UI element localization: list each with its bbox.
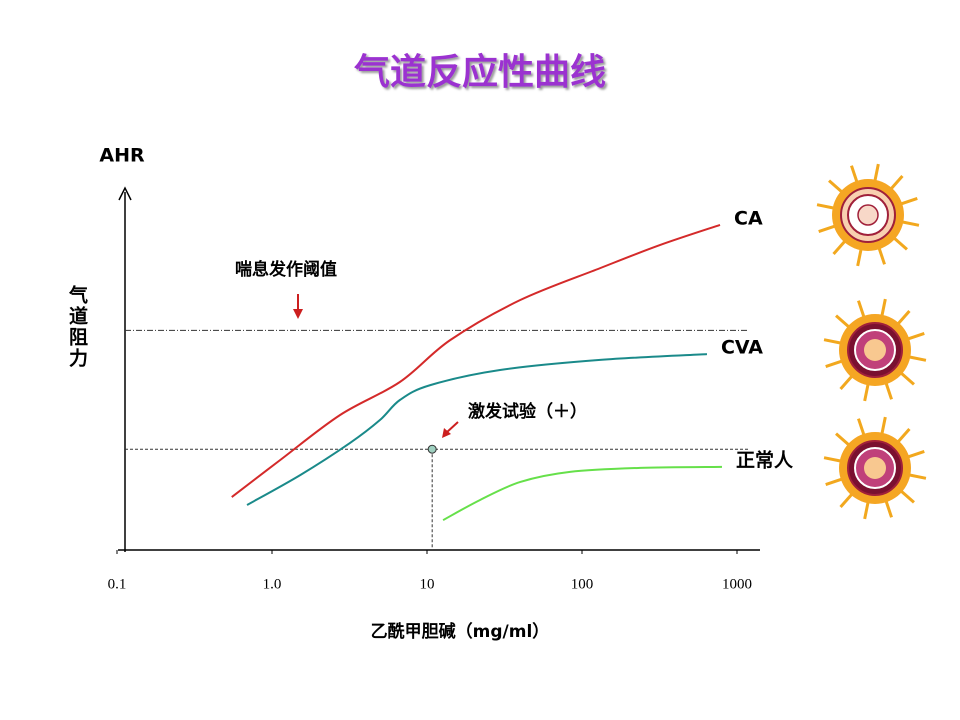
ray [823, 338, 842, 345]
series-line [442, 465, 722, 521]
ray [863, 501, 870, 520]
ray [835, 432, 851, 447]
x-tick-label: 10 [420, 576, 435, 592]
ray [889, 175, 904, 191]
ray [825, 359, 844, 368]
series-line [246, 353, 708, 506]
ray [818, 224, 837, 233]
series-label: 正常人 [736, 448, 794, 471]
arrow-head [293, 309, 303, 319]
x-tick-label: 100 [571, 576, 594, 592]
y-axis-label: 气道阻力 [66, 285, 88, 369]
ray [857, 418, 866, 437]
x-tick-label: 1.0 [263, 576, 282, 592]
ray [908, 355, 927, 362]
ray [906, 450, 925, 459]
ray [899, 371, 915, 386]
ray [823, 456, 842, 463]
ray [899, 489, 915, 504]
x-tick-label: 0.1 [108, 576, 127, 592]
y-axis-title: AHR [99, 145, 145, 167]
ray [896, 428, 911, 444]
ray [896, 310, 911, 326]
y-axis-arrow [118, 186, 132, 201]
ray [884, 381, 893, 400]
series-line [231, 223, 721, 498]
x-axis-label: 乙酰甲胆碱（mg/ml） [371, 621, 550, 642]
ray [816, 203, 835, 210]
airway-icons [816, 163, 927, 520]
ray [892, 236, 908, 251]
ray [850, 165, 859, 184]
ray [884, 499, 893, 518]
arrow-head [442, 428, 451, 438]
airway-lumen [857, 204, 879, 226]
ray [857, 300, 866, 319]
ray [880, 298, 887, 317]
ray [906, 332, 925, 341]
series-label: CA [734, 207, 763, 229]
ray [825, 477, 844, 486]
ray [873, 163, 880, 182]
ray [880, 416, 887, 435]
ray [856, 248, 863, 267]
x-tick-label: 1000 [722, 576, 752, 592]
threshold-label: 喘息发作阈值 [235, 259, 337, 280]
ray [832, 239, 847, 255]
test-point [427, 444, 437, 454]
ray [835, 314, 851, 329]
airway-lumen [864, 457, 886, 479]
ray [828, 179, 844, 194]
ray [901, 220, 920, 227]
ray [899, 197, 918, 206]
series-label: CVA [721, 337, 763, 359]
airway-lumen [864, 339, 886, 361]
test-label: 激发试验（＋） [468, 401, 587, 422]
ray [839, 374, 854, 390]
ray [877, 246, 886, 265]
ray [839, 492, 854, 508]
arrow [445, 421, 459, 434]
chart-title: 气道反应性曲线 [354, 52, 606, 93]
ray [863, 383, 870, 402]
ray [908, 473, 927, 480]
